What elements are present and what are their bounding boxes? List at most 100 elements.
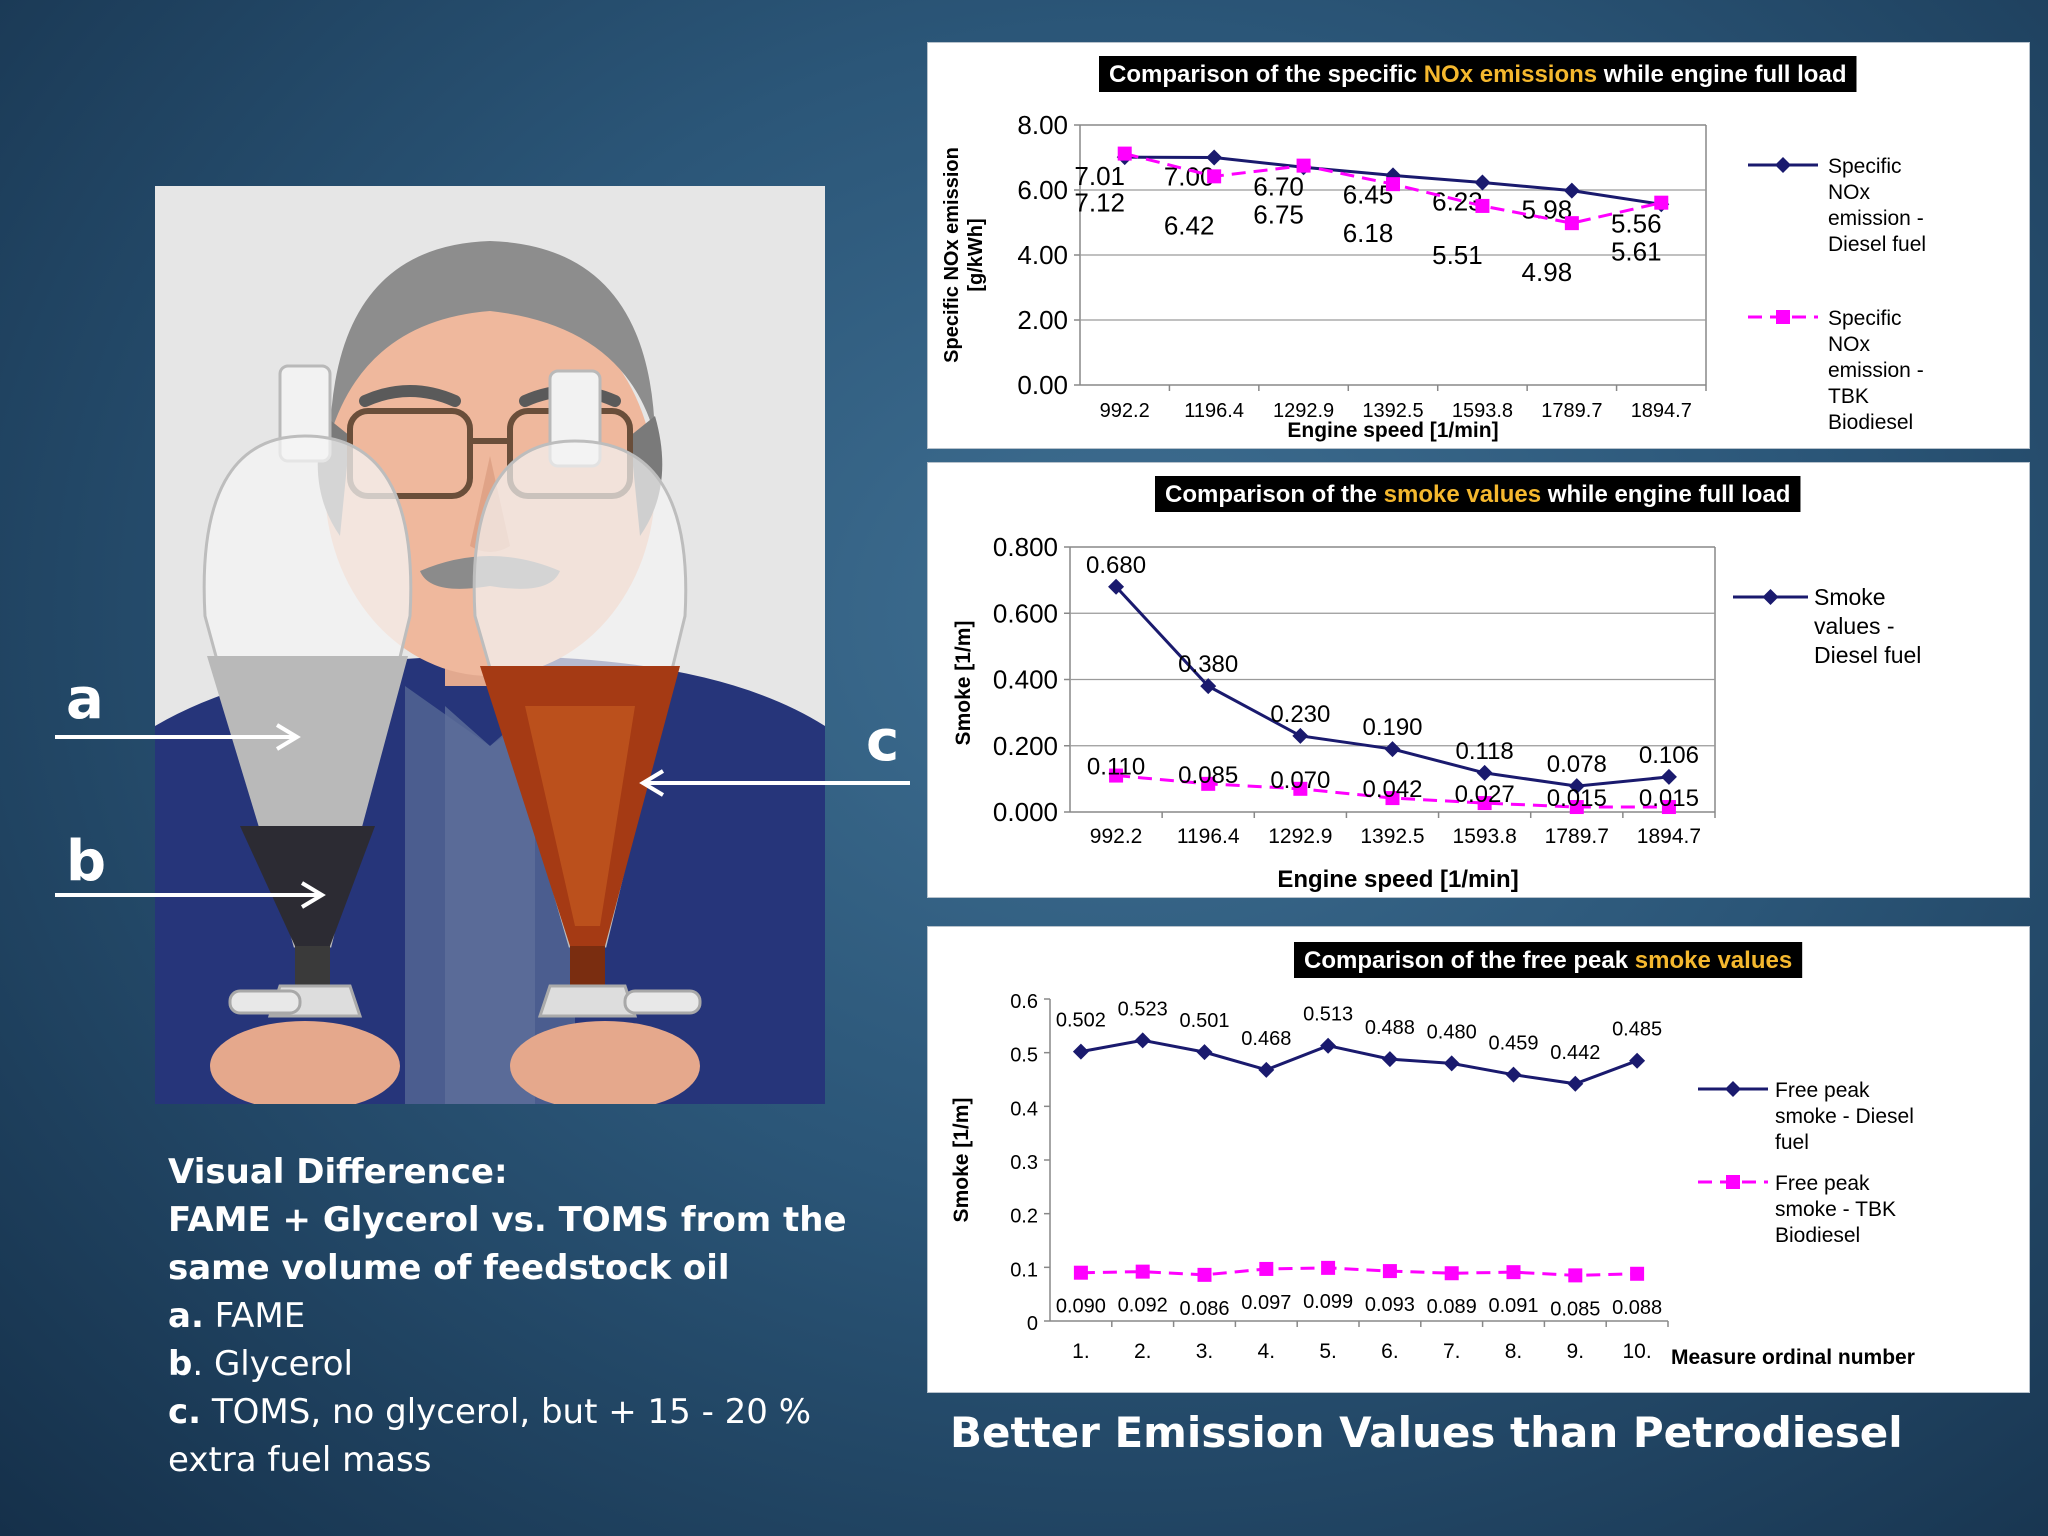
- series-biodiesel: 7.12 6.42 6.75 6.18 5.51 4.98 5.61: [1074, 146, 1669, 287]
- chart-title-pre: Comparison of the free peak: [1304, 947, 1635, 974]
- chart-title-text: Comparison of the smoke values while eng…: [1165, 481, 1790, 508]
- data-point-biodiesel: [1073, 1265, 1088, 1280]
- data-point-biodiesel: [1477, 796, 1492, 811]
- data-label: 0.523: [1118, 998, 1168, 1020]
- data-point-biodiesel: [1321, 1260, 1336, 1275]
- data-label: 7.12: [1074, 188, 1125, 218]
- arrow-a-icon: [55, 723, 301, 751]
- data-point-biodiesel: [1201, 776, 1216, 791]
- data-point-biodiesel: [1506, 1265, 1521, 1280]
- footer-title: Better Emission Values than Petrodiesel: [950, 1408, 1903, 1457]
- legend-marker: [1776, 310, 1790, 324]
- y-tick-label: 0.600: [993, 598, 1058, 628]
- data-label: 0.088: [1612, 1297, 1662, 1319]
- data-point-biodiesel: [1630, 1266, 1645, 1281]
- y-tick-label: 0.4: [1010, 1098, 1038, 1120]
- chart-title-pre: Comparison of the: [1165, 481, 1384, 508]
- legend-label: Specific: [1828, 307, 1902, 330]
- x-tick-label: 1593.8: [1453, 825, 1517, 848]
- chart-title-highlight: NOx emissions: [1424, 61, 1597, 88]
- data-label: 0.089: [1427, 1296, 1477, 1318]
- data-point-diesel: [1292, 727, 1309, 744]
- data-label: 6.42: [1164, 210, 1215, 240]
- data-label: 0.092: [1118, 1295, 1168, 1317]
- data-label: 0.110: [1087, 754, 1145, 781]
- x-tick-label: 1392.5: [1360, 825, 1424, 848]
- data-label: 0.380: [1178, 651, 1238, 678]
- legend-marker: [1725, 1081, 1741, 1097]
- data-label: 7.01: [1074, 161, 1125, 191]
- x-tick-label: 1593.8: [1452, 400, 1513, 422]
- y-tick-label: 2.00: [1017, 305, 1068, 335]
- legend-label: values -: [1814, 613, 1895, 639]
- data-label: 0.488: [1365, 1017, 1415, 1039]
- caption-item-a-label: a.: [168, 1296, 204, 1336]
- data-label: 0.099: [1303, 1291, 1353, 1313]
- caption-item-c-label: c.: [168, 1392, 202, 1432]
- data-label: 0.070: [1270, 767, 1330, 794]
- caption-item-a: a. FAME: [168, 1292, 888, 1340]
- data-point-biodiesel: [1569, 800, 1584, 815]
- y-tick-label: 0.00: [1017, 370, 1068, 400]
- chart-title: Comparison of the specific NOx emissions…: [1099, 56, 1857, 92]
- legend-label: TBK: [1828, 385, 1869, 408]
- data-label: 0.042: [1362, 776, 1422, 803]
- x-tick-label: 5.: [1319, 1340, 1337, 1363]
- nox-chart-panel: Comparison of the specific NOx emissions…: [927, 42, 2030, 449]
- x-axis-label: Engine speed [1/min]: [1287, 419, 1498, 442]
- photo-caption: Visual Difference: FAME + Glycerol vs. T…: [168, 1148, 888, 1484]
- legend-label: Free peak: [1775, 1172, 1870, 1195]
- data-point-diesel: [1443, 1055, 1460, 1072]
- chart-title: Comparison of the free peak smoke values: [1294, 942, 1803, 978]
- legend-label: NOx: [1828, 181, 1871, 204]
- label-b: b: [66, 829, 107, 894]
- data-label: 0.480: [1427, 1021, 1477, 1043]
- series-diesel: 7.01 7.00 6.70 6.45 6.23 5.98 5.56: [1074, 149, 1670, 238]
- x-tick-label: 992.2: [1090, 825, 1143, 848]
- y-tick-label: 4.00: [1017, 240, 1068, 270]
- caption-heading-1: Visual Difference:: [168, 1152, 508, 1192]
- data-label: 6.18: [1343, 218, 1394, 248]
- x-tick-label: 10.: [1622, 1340, 1651, 1363]
- series-diesel: 0.502 0.523 0.501 0.468 0.513 0.488 0.480 0.459…: [1056, 998, 1662, 1092]
- x-tick-label: 3.: [1196, 1340, 1214, 1363]
- x-tick-label: 1894.7: [1637, 825, 1701, 848]
- x-tick-label: 1292.9: [1273, 400, 1334, 422]
- free-peak-chart-panel: Comparison of the free peak smoke values…: [927, 926, 2030, 1393]
- data-label: 6.75: [1253, 200, 1304, 230]
- x-axis-label: Engine speed [1/min]: [1277, 866, 1518, 893]
- data-point-diesel: [1505, 1066, 1522, 1083]
- series-line-biodiesel: [1080, 1266, 1638, 1277]
- data-point-biodiesel: [1661, 800, 1676, 815]
- data-label: 0.680: [1086, 552, 1146, 579]
- data-label: 0.442: [1550, 1042, 1600, 1064]
- photo-separatory-funnels: [155, 186, 825, 1104]
- data-label: 0.230: [1270, 701, 1330, 728]
- data-point-diesel: [1108, 578, 1125, 595]
- data-label: 6.70: [1253, 171, 1304, 201]
- data-label: 0.097: [1241, 1292, 1291, 1314]
- data-label: 0.485: [1612, 1019, 1662, 1041]
- series-biodiesel: 0.090 0.092 0.086 0.097 0.099 0.093 0.089 0.091…: [1056, 1260, 1662, 1320]
- data-point-diesel: [1563, 182, 1580, 199]
- legend-label: emission -: [1828, 207, 1924, 230]
- data-point-biodiesel: [1385, 791, 1400, 806]
- data-point-diesel: [1072, 1043, 1089, 1060]
- legend-label: smoke - TBK: [1775, 1198, 1896, 1221]
- data-label: 0.015: [1547, 785, 1607, 812]
- chart-title-background: [1155, 476, 1801, 512]
- data-point-biodiesel: [1564, 216, 1579, 231]
- label-a: a: [66, 667, 104, 732]
- data-point-diesel: [1568, 778, 1585, 795]
- caption-item-b-text: . Glycerol: [192, 1344, 353, 1384]
- data-label: 0.015: [1639, 785, 1699, 812]
- data-point-biodiesel: [1654, 195, 1669, 210]
- data-point-diesel: [1134, 1032, 1151, 1049]
- data-label: 5.98: [1522, 195, 1573, 225]
- data-label: 5.51: [1432, 240, 1483, 270]
- y-axis-label-units: [g/kWh]: [965, 218, 987, 291]
- legend-label: Biodiesel: [1775, 1224, 1860, 1247]
- data-point-biodiesel: [1386, 177, 1400, 192]
- arrow-c-icon: [639, 769, 910, 797]
- data-point-diesel: [1258, 1061, 1275, 1078]
